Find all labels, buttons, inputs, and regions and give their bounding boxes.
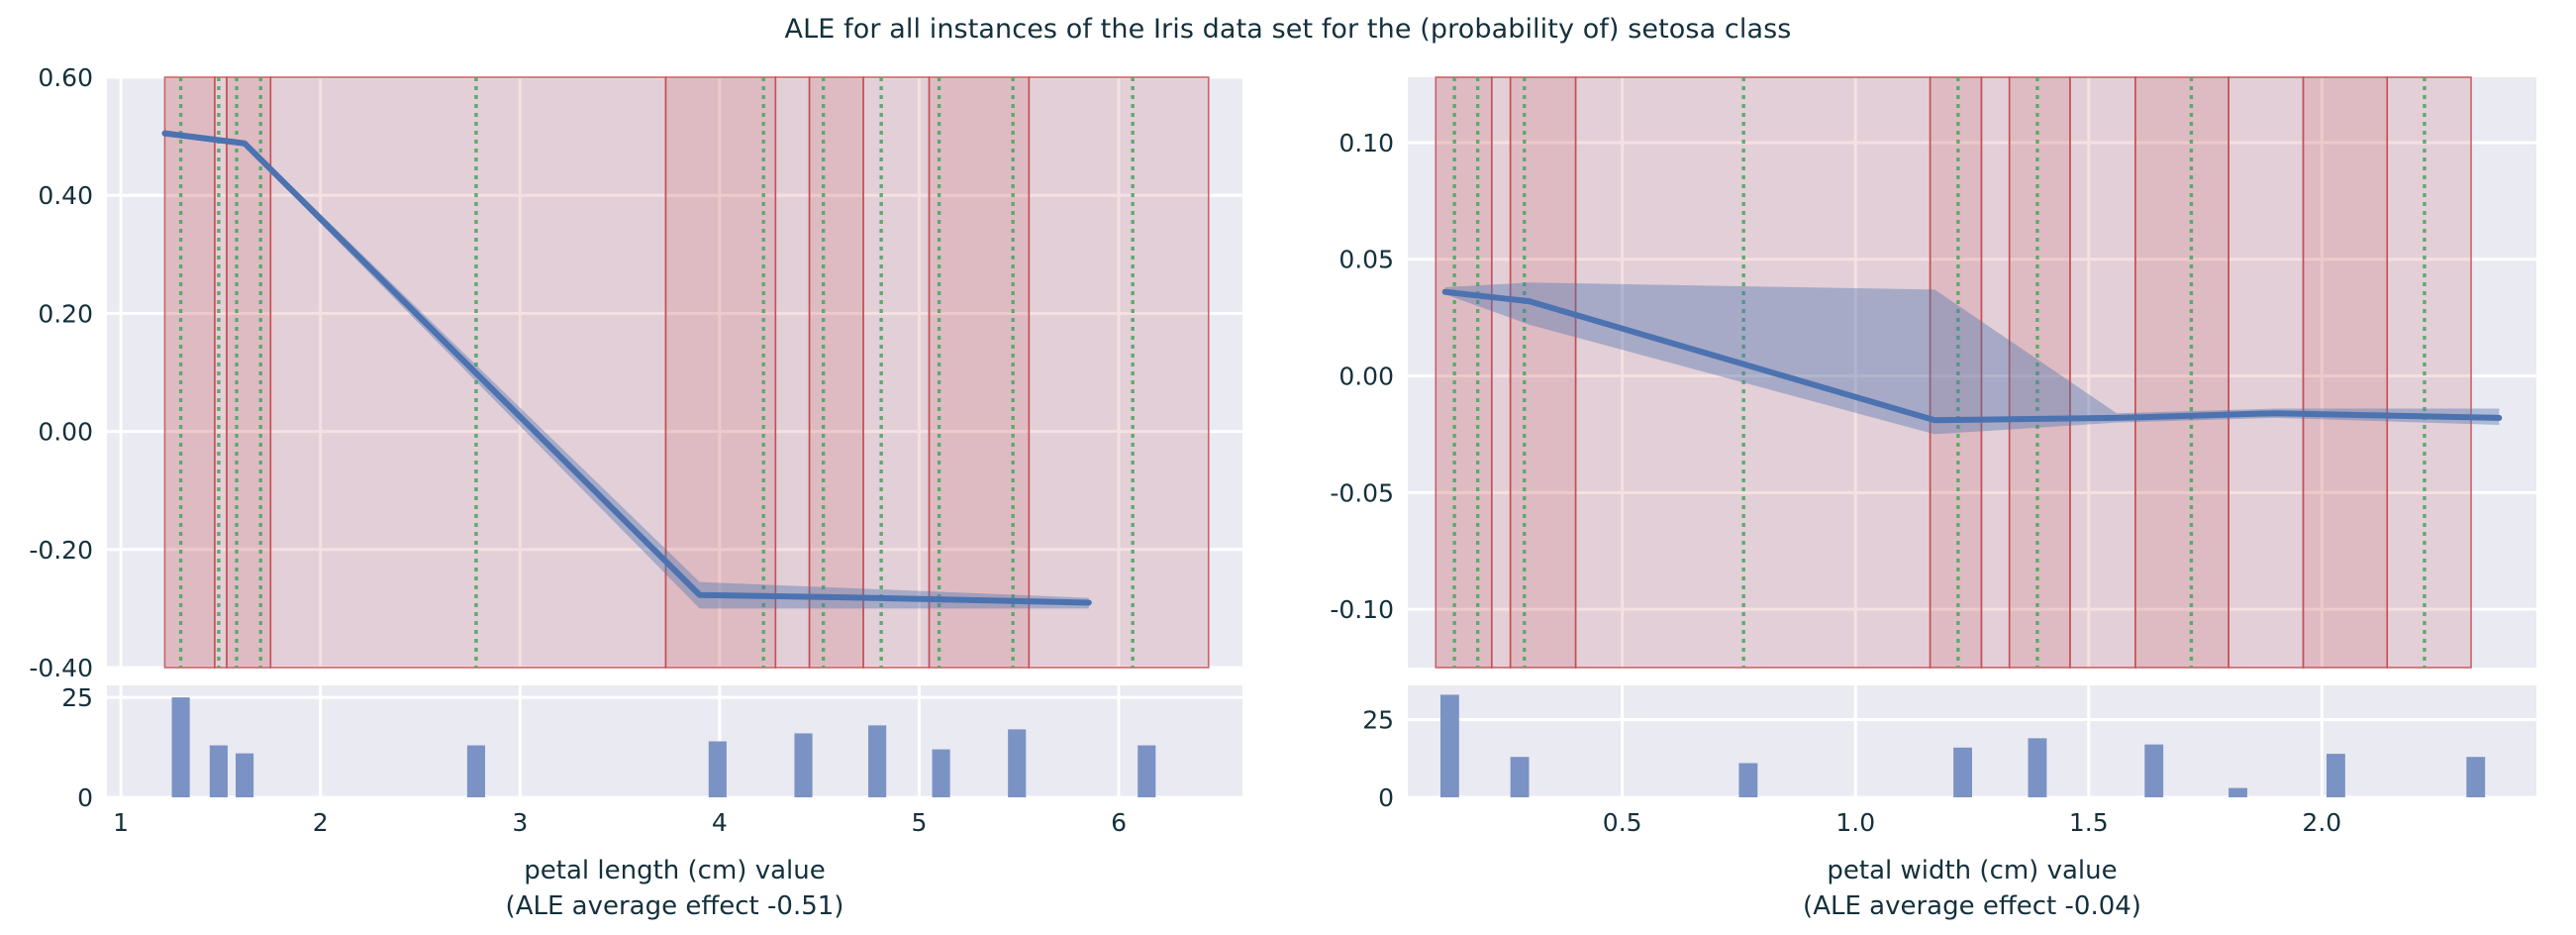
ale-plot-petal-length: -0.40 -0.20 0.00 0.20 0.40 0.60 0 25 1 2 3 4 5 6 petal… (0, 59, 1297, 935)
x-tick-label: 1.5 (2069, 808, 2109, 837)
x-axis-title: petal width (cm) value (1827, 856, 2117, 885)
histogram-bar (2144, 744, 2164, 797)
x-tick-label: 1.0 (1835, 808, 1875, 837)
y-tick-label: -0.10 (1330, 595, 1394, 624)
histogram-y-tick-labels: 0 25 (1362, 706, 1394, 812)
interval-region (1490, 76, 1512, 669)
x-axis-subtitle: (ALE average effect -0.04) (1803, 891, 2141, 921)
interval-region (2228, 76, 2305, 669)
ale-petal-length-svg: -0.40 -0.20 0.00 0.20 0.40 0.60 0 25 1 2 3 4 5 6 petal… (29, 63, 1242, 921)
y-tick-label: 0.00 (1338, 363, 1394, 391)
interval-region (269, 76, 667, 669)
ale-line (1441, 288, 2503, 424)
main-axes-background (1408, 77, 2536, 668)
histogram-axes-background (107, 685, 1242, 797)
interval-region (1980, 76, 2011, 669)
figure-title: ALE for all instances of the Iris data s… (784, 14, 1792, 45)
interval-region (2008, 76, 2071, 669)
interval-region (2134, 76, 2229, 669)
histogram-bar (209, 745, 228, 797)
confidence-band (1444, 282, 2500, 435)
y-tick-label: -0.40 (29, 654, 93, 682)
interval-region (2069, 76, 2136, 669)
shaded-interval-regions (1435, 76, 2472, 669)
quantile-marker-lines (1452, 77, 2427, 668)
x-axis-title: petal length (cm) value (524, 856, 825, 885)
histogram-bar (932, 749, 950, 797)
y-tick-label: 0.40 (38, 181, 93, 210)
x-tick-label: 3 (512, 808, 528, 837)
confidence-band (164, 130, 1089, 609)
histogram-bar (1953, 747, 1972, 797)
main-gridlines (107, 75, 1242, 670)
histogram-gridlines (107, 685, 1242, 799)
interval-region (664, 76, 777, 669)
interval-region (2302, 76, 2389, 669)
interval-region (214, 76, 228, 669)
main-gridlines (1408, 77, 2536, 668)
y-tick-label: -0.05 (1330, 478, 1394, 507)
ale-plot-petal-width: -0.10 -0.05 0.00 0.05 0.10 0 25 0.5 1.0 1.5 2.0 pet… (1287, 59, 2576, 935)
histogram-bar (171, 697, 190, 797)
x-tick-label: 1 (113, 808, 129, 837)
interval-region (774, 76, 811, 669)
x-tick-label: 6 (1111, 808, 1127, 837)
histogram-bar (1138, 745, 1156, 797)
histogram-y-tick-label: 0 (77, 783, 93, 812)
x-tick-label: 4 (712, 808, 728, 837)
histogram-bar (2466, 757, 2486, 797)
x-tick-label: 2.0 (2302, 808, 2341, 837)
histogram-bar (2028, 738, 2047, 797)
histogram-bars (171, 697, 1156, 797)
x-tick-label: 5 (911, 808, 927, 837)
interval-region (1028, 76, 1210, 669)
interval-region (163, 76, 216, 669)
interval-region (1574, 76, 1932, 669)
x-axis-subtitle: (ALE average effect -0.51) (506, 891, 844, 921)
histogram-y-tick-labels: 0 25 (61, 683, 93, 812)
histogram-bar (868, 725, 887, 797)
y-axis-tick-labels: -0.10 -0.05 0.00 0.05 0.10 (1330, 129, 1394, 624)
y-tick-label: 0.00 (38, 418, 93, 447)
y-axis-tick-labels: -0.40 -0.20 0.00 0.20 0.40 0.60 (29, 63, 93, 682)
interval-region (862, 76, 931, 669)
histogram-bar (1510, 757, 1530, 797)
interval-region (1929, 76, 1983, 669)
y-tick-label: 0.60 (38, 63, 93, 92)
histogram-bar (1738, 763, 1758, 797)
histogram-y-tick-label: 0 (1378, 783, 1394, 812)
histogram-y-tick-label: 25 (61, 683, 93, 712)
y-tick-label: -0.20 (29, 536, 93, 565)
ale-line (161, 130, 1092, 606)
interval-region (1435, 76, 1493, 669)
histogram-bar (794, 733, 813, 797)
histogram-bar (2327, 754, 2345, 797)
ale-petal-width-svg: -0.10 -0.05 0.00 0.05 0.10 0 25 0.5 1.0 1.5 2.0 pet… (1330, 76, 2536, 921)
histogram-bar (466, 745, 485, 797)
y-tick-label: 0.05 (1338, 246, 1394, 274)
histogram-bar (1439, 694, 1459, 797)
interval-region (1509, 76, 1577, 669)
histogram-bars (1439, 694, 2486, 797)
y-tick-label: 0.20 (38, 299, 93, 328)
x-tick-label: 2 (313, 808, 329, 837)
x-axis-tick-labels: 0.5 1.0 1.5 2.0 (1603, 808, 2341, 837)
interval-region (808, 76, 864, 669)
interval-region (2386, 76, 2472, 669)
quantile-marker-lines (178, 77, 1135, 668)
histogram-bar (2229, 787, 2247, 797)
histogram-bar (1008, 729, 1027, 797)
x-axis-tick-labels: 1 2 3 4 5 6 (113, 808, 1127, 837)
histogram-y-tick-label: 25 (1362, 706, 1394, 735)
x-tick-label: 0.5 (1603, 808, 1642, 837)
histogram-bar (708, 741, 727, 797)
y-tick-label: 0.10 (1338, 129, 1394, 157)
interval-region (226, 76, 272, 669)
histogram-bar (236, 753, 254, 797)
